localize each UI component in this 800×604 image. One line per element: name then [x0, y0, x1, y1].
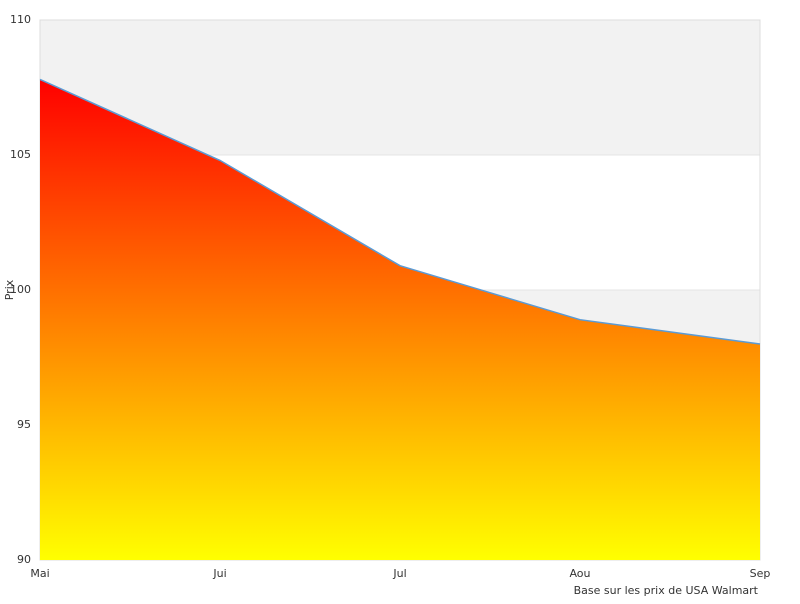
x-tick-label: Sep [750, 567, 771, 580]
y-axis-label: Prix [3, 279, 16, 300]
x-tick-label: Aou [569, 567, 590, 580]
x-tick-label: Jul [392, 567, 406, 580]
note: Base sur les prix de USA Walmart [574, 584, 759, 597]
y-tick-label: 110 [10, 13, 31, 26]
grid-band [40, 20, 760, 155]
y-tick-label: 95 [17, 418, 31, 431]
area-line [39, 78, 761, 345]
x-tick-label: Jui [212, 567, 226, 580]
x-tick-label: Mai [30, 567, 49, 580]
y-tick-label: 90 [17, 553, 31, 566]
area-fill [40, 79, 760, 561]
y-tick-label: 100 [10, 283, 31, 296]
y-tick-label: 105 [10, 148, 31, 161]
